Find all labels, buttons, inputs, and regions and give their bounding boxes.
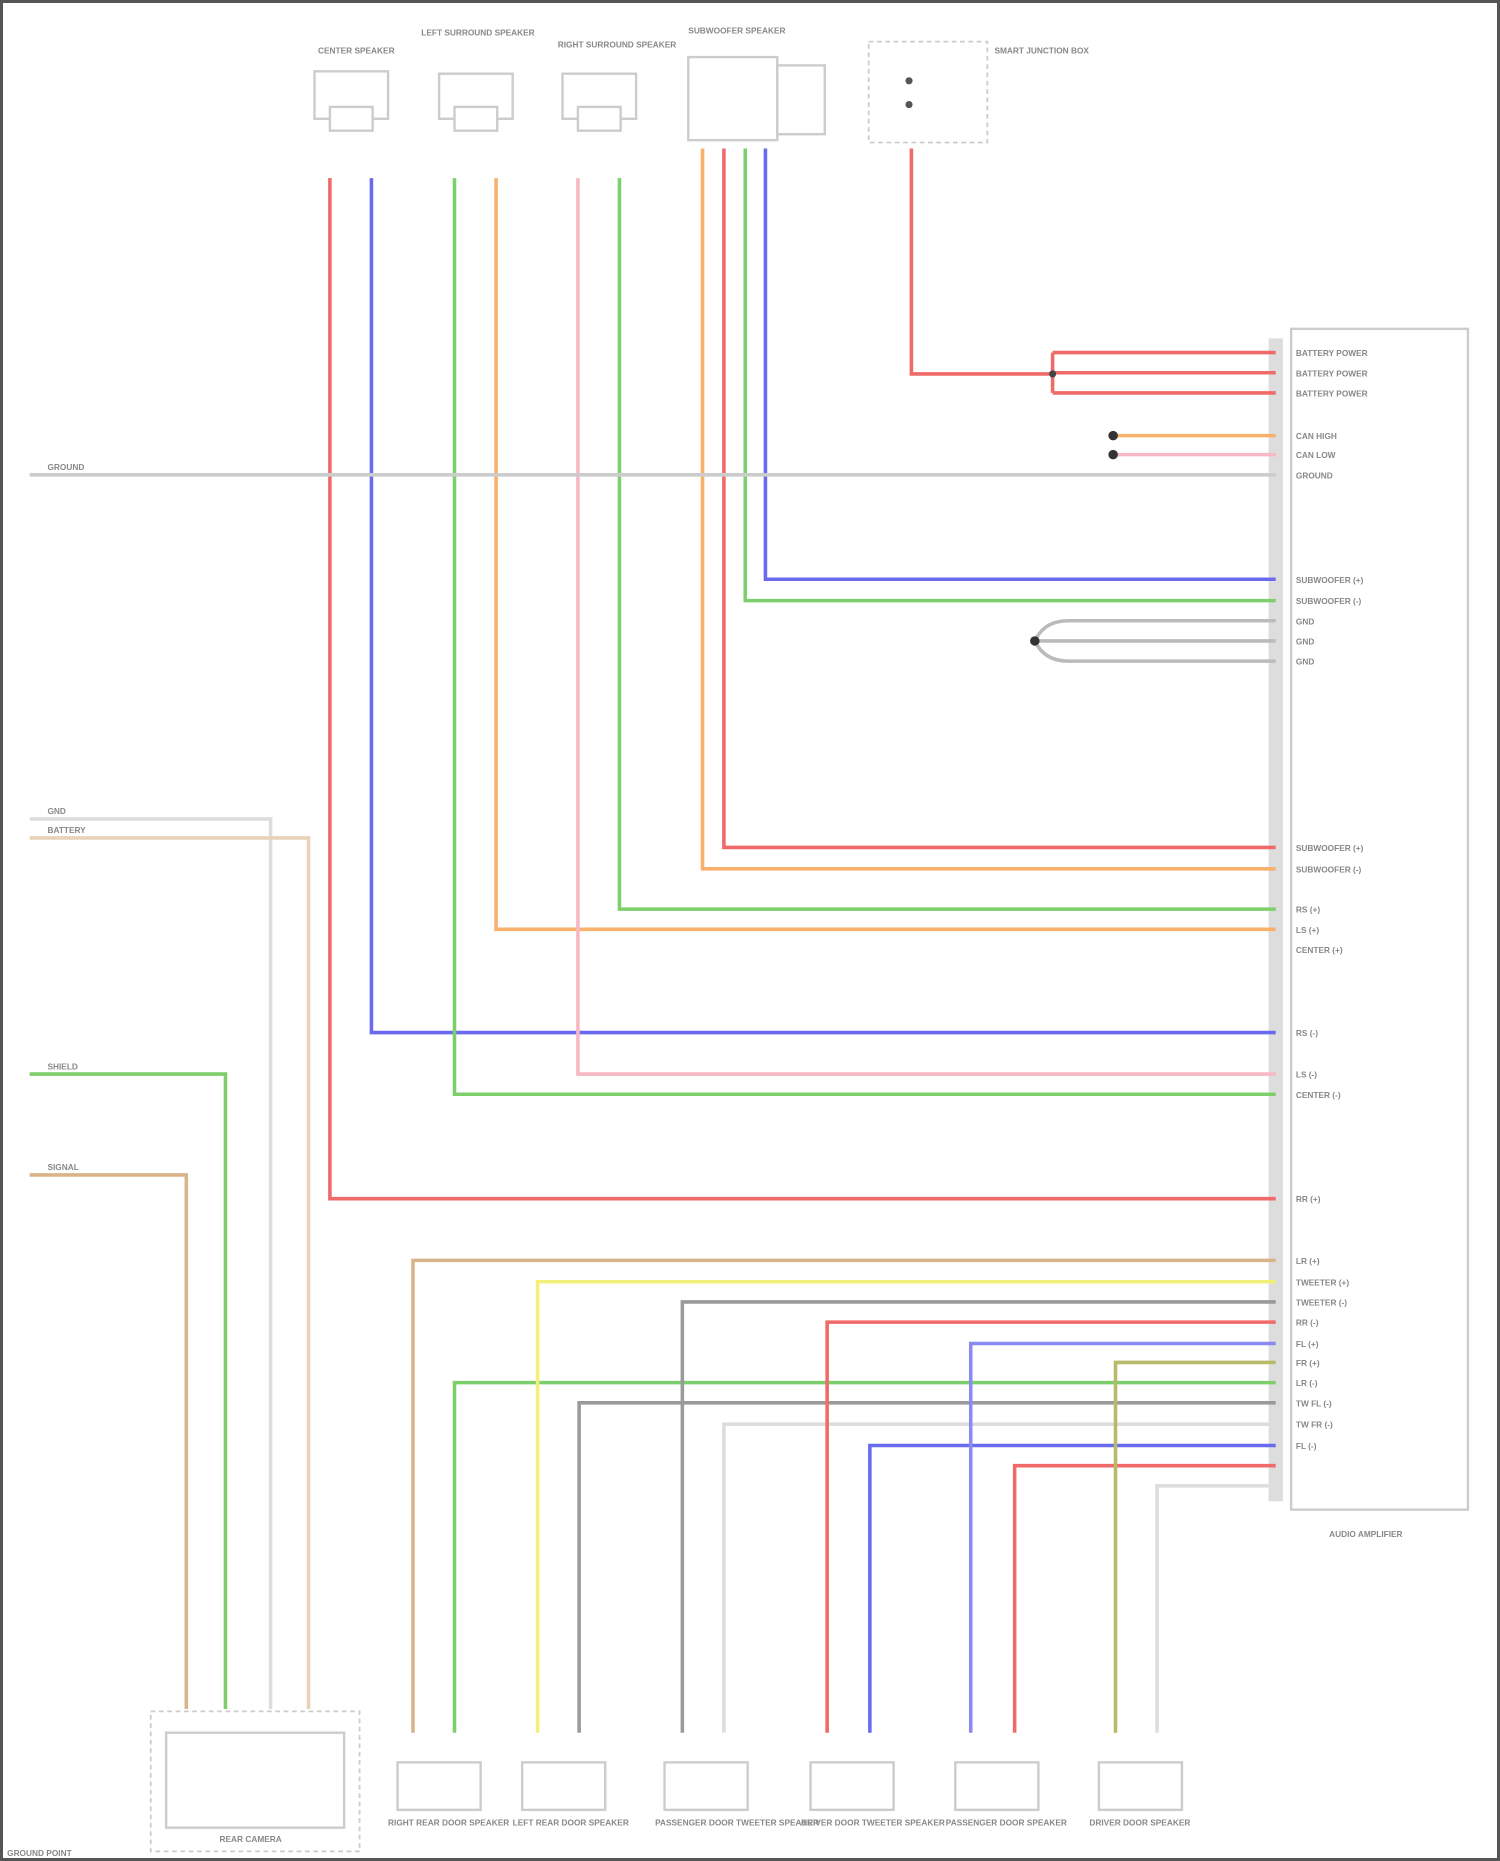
wire-dd-pos xyxy=(1113,1360,1276,1733)
wire-batt-camera xyxy=(29,836,311,1709)
amplifier-pin-label: GROUND xyxy=(1296,470,1333,480)
amplifier-pin-label: RS (+) xyxy=(1296,905,1320,915)
wire-battery xyxy=(909,148,1276,395)
left-surround-speaker-label: LEFT SURROUND SPEAKER xyxy=(421,28,534,38)
left-signal-ground: GROUND xyxy=(47,462,84,472)
amplifier-pin-label: RR (+) xyxy=(1296,1194,1321,1204)
wire-gnd-camera xyxy=(29,817,273,1709)
right-surround-speaker: RIGHT SURROUND SPEAKER xyxy=(558,40,676,132)
wire-center-neg xyxy=(369,178,1276,1035)
bottom-speaker: PASSENGER DOOR TWEETER SPEAKER xyxy=(655,1761,819,1827)
wire-pd-neg xyxy=(1012,1463,1276,1733)
amplifier-module xyxy=(1289,327,1470,1511)
amplifier-pin-label: LR (-) xyxy=(1296,1378,1318,1388)
bottom-speaker: LEFT REAR DOOR SPEAKER xyxy=(513,1761,629,1827)
amplifier-pin-label: TWEETER (-) xyxy=(1296,1297,1347,1307)
amplifier-pin-label: BATTERY POWER xyxy=(1296,368,1368,378)
wire-lr-pos xyxy=(535,1279,1276,1733)
amplifier-pin-label: CENTER (+) xyxy=(1296,945,1343,955)
amplifier-pin-label: GND xyxy=(1296,616,1314,626)
wire-rr-pos xyxy=(411,1258,1276,1733)
wire-rs-pos xyxy=(617,178,1276,911)
wire-rs-neg xyxy=(576,178,1276,1076)
left-surround-speaker: LEFT SURROUND SPEAKER xyxy=(421,28,535,132)
wire-rr-neg xyxy=(452,1380,1276,1733)
wire-sub-3 xyxy=(743,148,1276,603)
bottom-speaker-label: LEFT REAR DOOR SPEAKER xyxy=(513,1817,629,1827)
bottom-speaker-label: PASSENGER DOOR SPEAKER xyxy=(946,1817,1067,1827)
left-signal-shield: SHIELD xyxy=(47,1061,77,1071)
amplifier-pin-label: TW FR (-) xyxy=(1296,1420,1333,1430)
wire-dtw-neg xyxy=(868,1443,1276,1733)
wire-ptw-neg xyxy=(722,1422,1276,1733)
wire-ls-pos xyxy=(494,178,1276,932)
bottom-speaker: PASSENGER DOOR SPEAKER xyxy=(946,1761,1067,1827)
smart-junction-box: SMART JUNCTION BOX xyxy=(867,40,1089,144)
amplifier-pin-label: GND xyxy=(1296,657,1314,667)
bottom-speaker: RIGHT REAR DOOR SPEAKER xyxy=(388,1761,509,1827)
rear-camera: REAR CAMERA xyxy=(149,1710,361,1853)
bottom-speaker: DRIVER DOOR TWEETER SPEAKER xyxy=(801,1761,945,1827)
right-surround-speaker-label: RIGHT SURROUND SPEAKER xyxy=(558,40,676,50)
amplifier-pin-label: RS (-) xyxy=(1296,1028,1318,1038)
wire-sub-1 xyxy=(700,148,1276,871)
wire-center-pos xyxy=(328,178,1276,1201)
wire-signal-camera xyxy=(29,1173,189,1709)
amplifier-pin-label: RR (-) xyxy=(1296,1318,1319,1328)
amplifier-pin-label: GND xyxy=(1296,637,1314,647)
wire-sub-4 xyxy=(763,148,1276,582)
wire-pd-pos xyxy=(968,1341,1276,1733)
wire-sub-2 xyxy=(722,148,1276,850)
ground-note: GROUND POINT xyxy=(7,1848,72,1858)
left-signal-signal: SIGNAL xyxy=(47,1162,78,1172)
subwoofer-speaker-label: SUBWOOFER SPEAKER xyxy=(688,25,785,35)
amplifier-pin-label: BATTERY POWER xyxy=(1296,348,1368,358)
amplifier-pin-label: LR (+) xyxy=(1296,1256,1320,1266)
left-signal-battery: BATTERY xyxy=(47,825,86,835)
wire-ls-neg xyxy=(452,178,1276,1097)
subwoofer-speaker: SUBWOOFER SPEAKER xyxy=(687,25,826,142)
wire-lr-neg xyxy=(577,1401,1276,1733)
bottom-speaker-label: DRIVER DOOR TWEETER SPEAKER xyxy=(801,1817,945,1827)
amplifier-label: AUDIO AMPLIFIER xyxy=(1329,1529,1402,1539)
amplifier-pin-label: FR (+) xyxy=(1296,1358,1320,1368)
amplifier-pin-label: BATTERY POWER xyxy=(1296,388,1368,398)
wire-dtw-pos xyxy=(825,1320,1276,1733)
amplifier-pin-label: LS (+) xyxy=(1296,925,1320,935)
amplifier-pin-label: FL (-) xyxy=(1296,1441,1317,1451)
bottom-speaker-label: DRIVER DOOR SPEAKER xyxy=(1089,1817,1190,1827)
center-speaker-label: CENTER SPEAKER xyxy=(318,46,395,56)
amplifier-pin-label: SUBWOOFER (+) xyxy=(1296,843,1364,853)
smart-junction-box-label: SMART JUNCTION BOX xyxy=(994,46,1089,56)
bottom-speaker: DRIVER DOOR SPEAKER xyxy=(1089,1761,1190,1827)
left-signal-gnd: GND xyxy=(47,806,65,816)
wire-dd-neg xyxy=(1155,1484,1276,1733)
amplifier-pin-label: TW FL (-) xyxy=(1296,1398,1332,1408)
center-speaker: CENTER SPEAKER xyxy=(313,46,395,132)
amplifier-pin-label: SUBWOOFER (+) xyxy=(1296,575,1364,585)
amplifier-pin-label: CAN HIGH xyxy=(1296,431,1337,441)
amplifier-pin-label: LS (-) xyxy=(1296,1070,1317,1080)
amplifier-pin-label: CAN LOW xyxy=(1296,450,1336,460)
amplifier-pin-label: CENTER (-) xyxy=(1296,1090,1341,1100)
wire-shield-camera xyxy=(29,1072,228,1709)
amplifier-pin-label: SUBWOOFER (-) xyxy=(1296,596,1362,606)
amplifier-pin-label: SUBWOOFER (-) xyxy=(1296,864,1362,874)
bottom-speaker-label: RIGHT REAR DOOR SPEAKER xyxy=(388,1817,509,1827)
amplifier-pin-labels: BATTERY POWER BATTERY POWER BATTERY POWER C… xyxy=(1296,348,1368,1451)
wires xyxy=(29,148,1276,1733)
rear-camera-label: REAR CAMERA xyxy=(220,1834,282,1844)
wire-gnd-splice xyxy=(1033,618,1276,663)
amplifier-pin-label: TWEETER (+) xyxy=(1296,1277,1349,1287)
bottom-speaker-label: PASSENGER DOOR TWEETER SPEAKER xyxy=(655,1817,819,1827)
wire-ptw-pos xyxy=(680,1300,1276,1733)
amplifier-pin-label: FL (+) xyxy=(1296,1339,1319,1349)
bottom-speakers: RIGHT REAR DOOR SPEAKER LEFT REAR DOOR SP… xyxy=(388,1761,1190,1827)
